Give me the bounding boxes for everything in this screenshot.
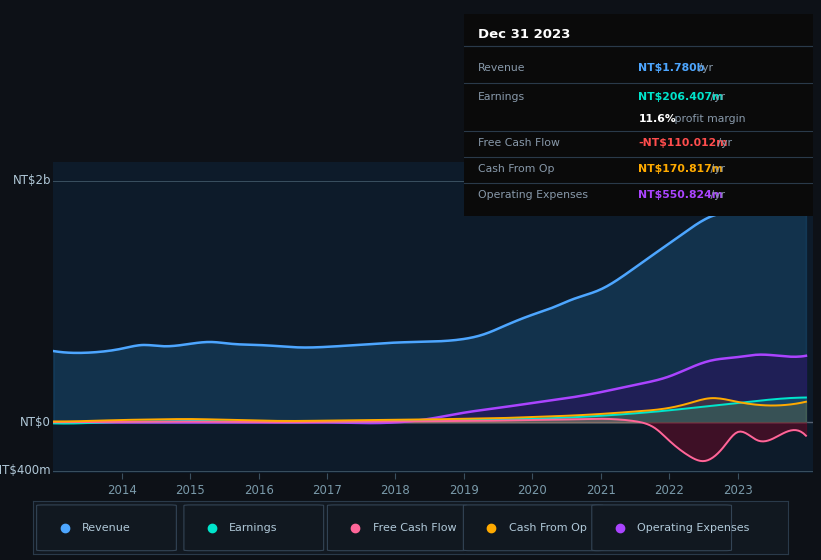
Text: Operating Expenses: Operating Expenses	[637, 523, 750, 533]
Text: Cash From Op: Cash From Op	[509, 523, 586, 533]
FancyBboxPatch shape	[463, 505, 603, 550]
Text: profit margin: profit margin	[672, 114, 746, 124]
Text: Dec 31 2023: Dec 31 2023	[478, 28, 571, 41]
Text: 11.6%: 11.6%	[639, 114, 677, 124]
Text: Earnings: Earnings	[229, 523, 277, 533]
Text: -NT$110.012m: -NT$110.012m	[639, 138, 728, 148]
Text: NT$550.824m: NT$550.824m	[639, 190, 723, 200]
FancyBboxPatch shape	[592, 505, 732, 550]
Text: /yr: /yr	[713, 138, 732, 148]
Text: NT$2b: NT$2b	[12, 174, 51, 187]
Text: /yr: /yr	[695, 63, 713, 73]
Text: /yr: /yr	[708, 190, 726, 200]
Text: Cash From Op: Cash From Op	[478, 164, 554, 174]
Text: NT$0: NT$0	[21, 416, 51, 429]
Text: /yr: /yr	[708, 92, 726, 102]
Text: NT$206.407m: NT$206.407m	[639, 92, 723, 102]
Text: Free Cash Flow: Free Cash Flow	[478, 138, 560, 148]
Text: Operating Expenses: Operating Expenses	[478, 190, 588, 200]
Text: NT$170.817m: NT$170.817m	[639, 164, 723, 174]
Text: NT$1.780b: NT$1.780b	[639, 63, 704, 73]
Text: Earnings: Earnings	[478, 92, 525, 102]
Text: -NT$400m: -NT$400m	[0, 464, 51, 477]
Text: /yr: /yr	[708, 164, 726, 174]
Text: Revenue: Revenue	[478, 63, 525, 73]
Text: Revenue: Revenue	[82, 523, 131, 533]
FancyBboxPatch shape	[184, 505, 323, 550]
Text: Free Cash Flow: Free Cash Flow	[373, 523, 456, 533]
FancyBboxPatch shape	[37, 505, 177, 550]
FancyBboxPatch shape	[328, 505, 467, 550]
